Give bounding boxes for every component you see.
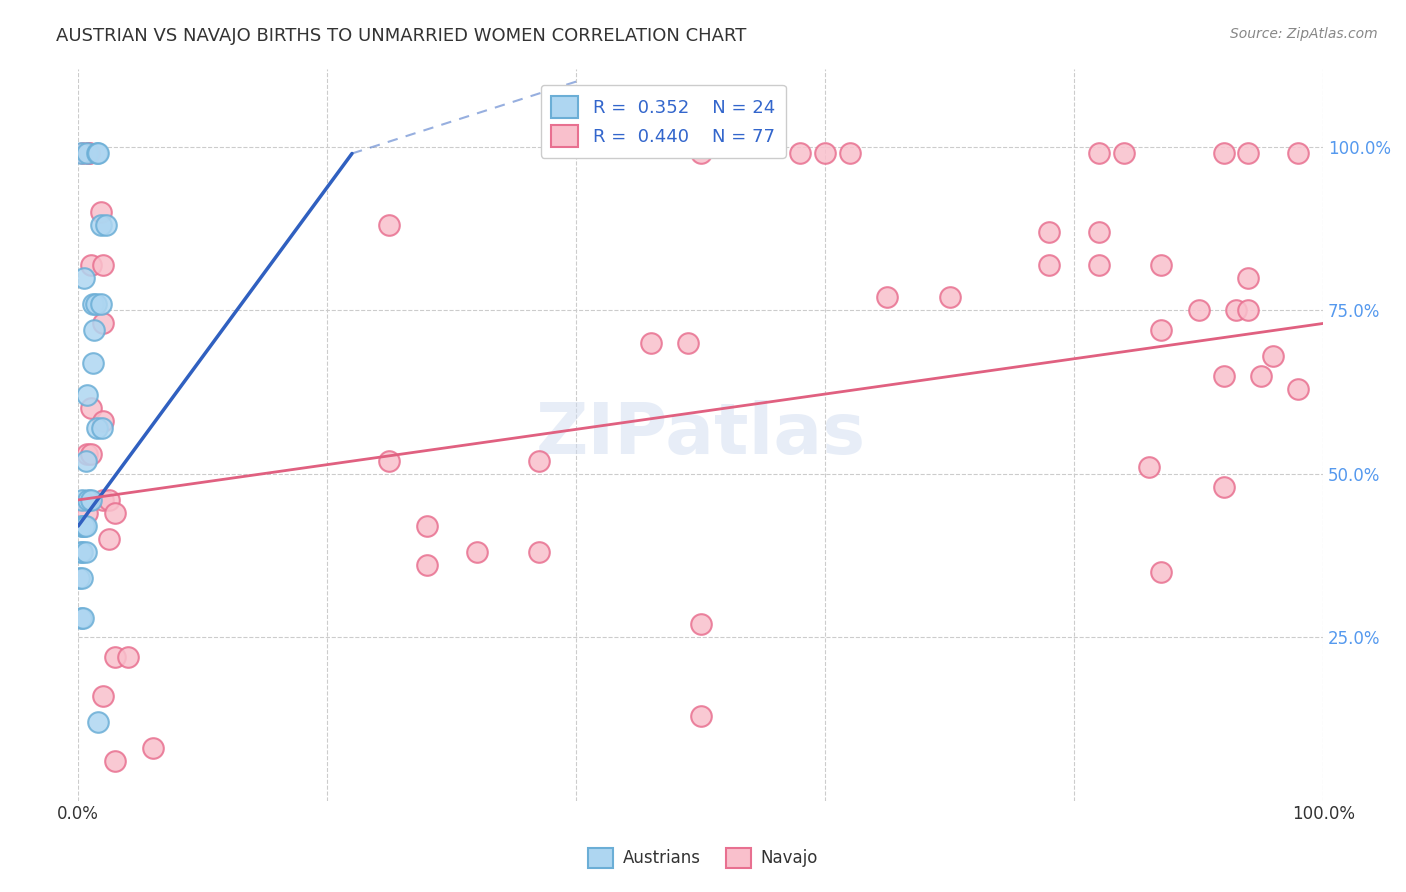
Point (76, 146, 98, 161)
Point (416, 558, 439, 573)
Point (70, 492, 93, 507)
Point (1237, 146, 1260, 161)
Point (689, 617, 711, 632)
Point (1150, 323, 1173, 337)
Point (1038, 225, 1060, 239)
Text: AUSTRIAN VS NAVAJO BIRTHS TO UNMARRIED WOMEN CORRELATION CHART: AUSTRIAN VS NAVAJO BIRTHS TO UNMARRIED W… (56, 27, 747, 45)
Point (79, 258, 101, 272)
Point (378, 453, 401, 467)
Point (91, 689, 114, 703)
Point (98, 492, 121, 507)
Point (104, 506, 127, 520)
Point (75, 453, 97, 467)
Point (117, 649, 139, 664)
Point (1212, 368, 1234, 383)
Point (79, 492, 101, 507)
Point (676, 336, 699, 351)
Point (84, 297, 107, 311)
Point (76, 388, 98, 402)
Point (91, 317, 114, 331)
Point (89, 219, 111, 233)
Point (76, 447, 98, 461)
Point (814, 146, 837, 161)
Point (91, 258, 114, 272)
Point (79, 447, 101, 461)
Point (75, 519, 97, 533)
Point (1088, 258, 1111, 272)
Point (70, 571, 93, 585)
Point (1150, 258, 1173, 272)
Point (789, 146, 811, 161)
Point (689, 146, 711, 161)
Point (1112, 146, 1135, 161)
Point (82, 297, 104, 311)
Point (70, 545, 93, 559)
Point (1286, 382, 1309, 396)
Point (87, 146, 110, 161)
Point (79, 146, 101, 161)
Point (76, 506, 98, 520)
Point (1263, 349, 1285, 363)
Legend: R =  0.352    N = 24, R =  0.440    N = 77: R = 0.352 N = 24, R = 0.440 N = 77 (540, 85, 786, 158)
Point (1212, 480, 1234, 494)
Point (527, 545, 550, 559)
Point (91, 492, 114, 507)
Point (82, 356, 104, 370)
Point (1237, 303, 1260, 318)
Point (876, 290, 898, 304)
Point (72, 146, 94, 161)
Point (72, 519, 94, 533)
Point (86, 421, 108, 435)
Point (1237, 270, 1260, 285)
Point (378, 219, 401, 233)
Point (86, 146, 108, 161)
Point (1038, 258, 1060, 272)
Point (69, 545, 91, 559)
Point (1286, 146, 1309, 161)
Point (75, 545, 97, 559)
Point (69, 146, 91, 161)
Point (94, 219, 117, 233)
Point (104, 649, 127, 664)
Point (87, 715, 110, 730)
Point (1250, 368, 1272, 383)
Point (416, 519, 439, 533)
Point (69, 610, 91, 624)
Point (104, 755, 127, 769)
Point (1137, 460, 1160, 475)
Text: ZIPatlas: ZIPatlas (536, 401, 866, 469)
Point (1088, 146, 1111, 161)
Point (1188, 303, 1211, 318)
Point (465, 545, 488, 559)
Point (90, 421, 112, 435)
Point (69, 519, 91, 533)
Point (79, 146, 101, 161)
Point (89, 205, 111, 219)
Point (89, 297, 111, 311)
Point (839, 146, 862, 161)
Point (73, 519, 96, 533)
Point (72, 610, 94, 624)
Point (142, 741, 165, 756)
Point (1150, 565, 1173, 579)
Legend: Austrians, Navajo: Austrians, Navajo (581, 841, 825, 875)
Point (938, 290, 960, 304)
Point (1212, 146, 1234, 161)
Point (83, 323, 105, 337)
Point (527, 453, 550, 467)
Point (73, 270, 96, 285)
Point (640, 336, 662, 351)
Point (67, 571, 90, 585)
Point (1225, 303, 1247, 318)
Point (689, 708, 711, 723)
Text: Source: ZipAtlas.com: Source: ZipAtlas.com (1230, 27, 1378, 41)
Point (77, 492, 100, 507)
Point (98, 532, 121, 546)
Point (1088, 225, 1111, 239)
Point (91, 415, 114, 429)
Point (79, 401, 101, 416)
